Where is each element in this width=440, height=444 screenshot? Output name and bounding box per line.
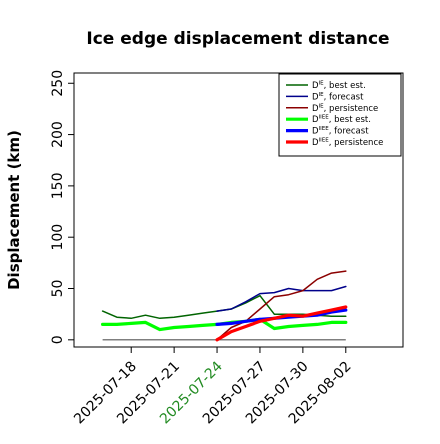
legend-entry: DIIEE, best est. xyxy=(312,115,371,126)
y-tick-label: 50 xyxy=(50,280,66,298)
y-tick-label: 100 xyxy=(50,224,66,251)
legend-entry: DIIEE, forecast xyxy=(312,126,369,137)
y-tick-label: 200 xyxy=(50,121,66,148)
series-line-3 xyxy=(216,270,347,341)
chart-title: Ice edge displacement distance xyxy=(86,29,389,49)
legend-entry: DIE, best est. xyxy=(312,81,366,92)
series-line-2 xyxy=(216,285,347,312)
legend-entry: DIE, persistence xyxy=(312,103,378,114)
series-line-6 xyxy=(215,305,348,342)
legend-entry: DIIEE, persistence xyxy=(312,138,383,149)
y-axis-label: Displacement (km) xyxy=(5,130,23,290)
y-tick-label: 250 xyxy=(50,70,66,97)
legend-entry: DIE, forecast xyxy=(312,92,364,103)
y-tick-label: 150 xyxy=(50,173,66,200)
y-tick-label: 0 xyxy=(50,335,66,344)
plot-frame xyxy=(73,72,404,348)
